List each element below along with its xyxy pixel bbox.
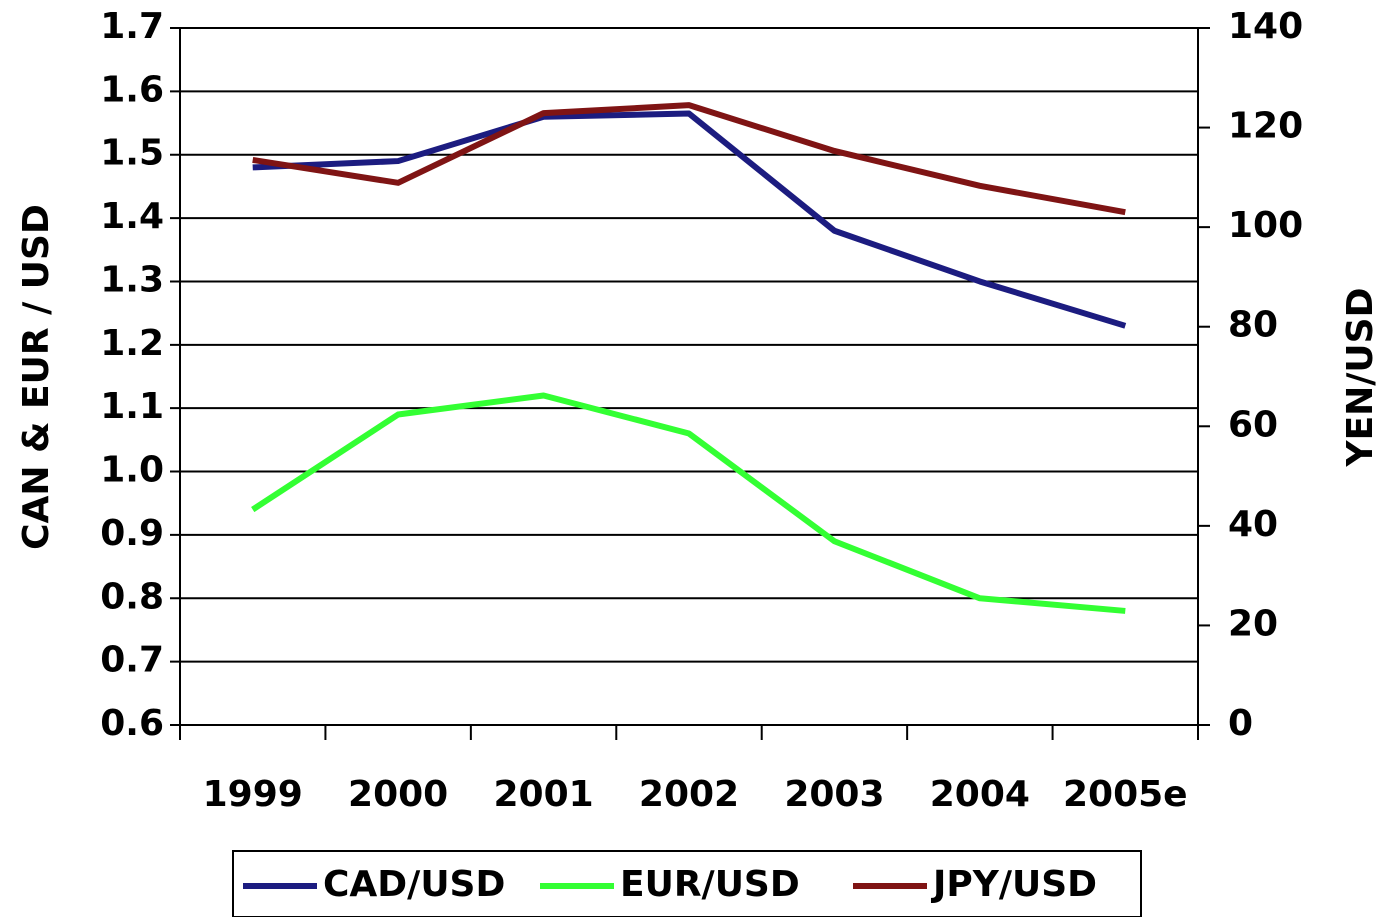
y-tick-label: 1.7 (100, 6, 164, 47)
y-tick-label: 0.7 (100, 640, 164, 681)
x-tick-label: 2004 (930, 774, 1030, 815)
x-tick-label: 1999 (203, 774, 303, 815)
x-tick-label: 2000 (348, 774, 448, 815)
legend-box (232, 850, 1142, 917)
y-tick-label: 0.9 (100, 513, 164, 554)
y2-tick-label: 20 (1228, 603, 1278, 644)
y-tick-label: 1.6 (100, 69, 164, 110)
y-axis-title: CAN & EUR / USD (16, 204, 57, 550)
y2-tick-label: 140 (1228, 6, 1303, 47)
y-tick-label: 1.5 (100, 133, 164, 174)
legend-label: JPY/USD (930, 864, 1097, 905)
y-tick-label: 0.8 (100, 576, 164, 617)
y2-tick-label: 40 (1228, 504, 1278, 545)
legend-label: EUR/USD (620, 864, 800, 905)
y-tick-label: 1.0 (100, 450, 164, 491)
x-tick-label: 2001 (493, 774, 593, 815)
series-line (251, 392, 1126, 614)
series-line (252, 102, 1126, 216)
y-tick-label: 1.4 (100, 196, 164, 237)
y-tick-label: 1.1 (100, 386, 164, 427)
x-tick-label: 2002 (639, 774, 739, 815)
y2-tick-label: 120 (1228, 106, 1303, 147)
y2-tick-label: 0 (1228, 703, 1253, 744)
x-tick-label: 2003 (784, 774, 884, 815)
series-line (252, 110, 1127, 329)
y2-tick-label: 100 (1228, 205, 1303, 246)
legend-label: CAD/USD (323, 864, 505, 905)
y2-tick-label: 80 (1228, 305, 1278, 346)
y-tick-label: 1.3 (100, 259, 164, 300)
x-tick-label: 2005e (1063, 774, 1188, 815)
y-tick-label: 1.2 (100, 323, 164, 364)
y2-axis-title: YEN/USD (1340, 288, 1381, 468)
y2-tick-label: 60 (1228, 404, 1278, 445)
y-tick-label: 0.6 (100, 703, 164, 744)
